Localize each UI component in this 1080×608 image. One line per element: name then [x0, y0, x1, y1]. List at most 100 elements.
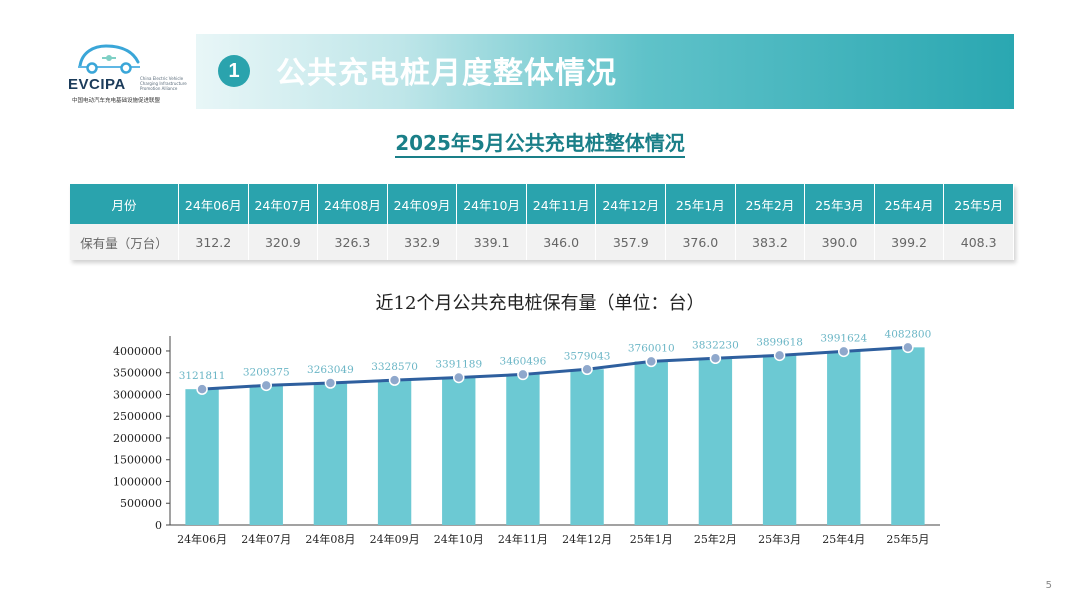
y-tick-label: 4000000: [113, 345, 162, 358]
table-cell: 326.3: [317, 224, 388, 260]
trend-point: [838, 345, 850, 358]
x-tick-label: 24年08月: [305, 532, 355, 546]
page-number: 5: [1045, 580, 1052, 591]
table-cell: 320.9: [248, 224, 319, 260]
table-cell: 312.2: [178, 224, 249, 260]
chart-bar: [762, 355, 797, 525]
table-cell: 346.0: [526, 224, 597, 260]
trend-point: [902, 341, 914, 354]
y-tick-label: 2000000: [113, 432, 162, 445]
x-tick-label: 25年2月: [694, 532, 737, 546]
data-label: 3832230: [692, 339, 739, 351]
page-title: 公共充电桩月度整体情况: [276, 56, 617, 91]
data-label: 3263049: [307, 364, 354, 376]
table-cell: 376.0: [665, 224, 736, 260]
chart-bar: [377, 380, 412, 525]
table-header-row: 月份 24年06月 24年07月 24年08月 24年09月 24年10月 24…: [70, 184, 1014, 224]
logo-brand: EVCIPA: [68, 76, 126, 93]
chart-bar: [313, 383, 348, 525]
data-label: 3328570: [371, 361, 418, 373]
x-tick-label: 24年12月: [562, 532, 612, 546]
logo-org-name: 中国电动汽车充电基础设施促进联盟: [72, 98, 161, 104]
trend-point: [645, 355, 657, 368]
table-month-header: 24年12月: [595, 184, 667, 224]
chart-bar: [249, 385, 283, 525]
data-label: 3760010: [628, 342, 675, 354]
chart-bar: [891, 347, 925, 525]
header-banner: [196, 34, 1014, 109]
chart-bar: [827, 351, 861, 525]
table-month-header: 24年06月: [178, 184, 249, 224]
chart-title: 近12个月公共充电桩保有量（单位：台）: [375, 293, 705, 314]
table-month-header: 25年3月: [804, 184, 875, 224]
table-month-header: 25年1月: [665, 184, 736, 224]
data-label: 3209375: [243, 366, 290, 378]
table-month-header: 24年08月: [317, 184, 388, 224]
data-label: 3991624: [820, 332, 867, 344]
trend-point: [517, 368, 529, 381]
x-tick-label: 25年1月: [630, 532, 673, 546]
data-label: 3460496: [500, 355, 547, 367]
table-month-header: 24年10月: [456, 184, 527, 224]
table-month-header: 24年09月: [387, 184, 458, 224]
y-tick-label: 0: [155, 519, 162, 532]
car-plug-logo-icon: [78, 44, 140, 74]
table-cell: 390.0: [804, 224, 875, 260]
trend-point: [773, 349, 786, 362]
trend-point: [388, 374, 401, 386]
x-tick-label: 25年4月: [822, 532, 865, 546]
trend-point: [196, 383, 208, 395]
table-row: 保有量（万台） 312.2 320.9 326.3 332.9 339.1 34…: [70, 224, 1014, 260]
data-label: 3391189: [435, 358, 482, 370]
x-tick-label: 24年10月: [434, 532, 484, 546]
data-label: 4082800: [885, 328, 932, 340]
logo-brand-subtext: China Electric Vehicle Charging Infrastr…: [140, 76, 187, 91]
table-cell: 399.2: [874, 224, 945, 260]
chart-bar: [506, 374, 540, 525]
x-tick-label: 24年11月: [498, 532, 548, 546]
x-tick-label: 25年3月: [758, 532, 801, 546]
table-month-header: 25年5月: [943, 184, 1014, 224]
table-value-label: 保有量（万台）: [70, 224, 179, 260]
evcipa-logo: EVCIPA China Electric Vehicle Charging I…: [68, 40, 198, 106]
chart-bar: [570, 369, 604, 525]
x-tick-label: 25年5月: [886, 532, 929, 546]
table-cell: 339.1: [456, 224, 527, 260]
section-subtitle: 2025年5月公共充电桩整体情况: [0, 127, 1080, 158]
chart-bar: [442, 377, 476, 525]
table-month-header: 25年4月: [874, 184, 945, 224]
chart-bar: [698, 358, 733, 525]
table-month-header: 24年07月: [248, 184, 319, 224]
section-number-badge: 1: [218, 55, 250, 87]
data-label: 3899618: [756, 336, 803, 348]
y-tick-label: 3000000: [113, 388, 162, 401]
x-tick-label: 24年06月: [177, 532, 227, 546]
table-cell: 408.3: [943, 224, 1014, 260]
table-month-header: 24年11月: [526, 184, 597, 224]
chart-bar: [634, 361, 668, 525]
table-cell: 357.9: [595, 224, 667, 260]
table-row-label: 月份: [70, 184, 179, 224]
y-tick-label: 1500000: [113, 454, 162, 467]
trend-point: [324, 377, 337, 389]
x-tick-label: 24年07月: [241, 532, 291, 546]
table-month-header: 25年2月: [735, 184, 806, 224]
trend-point: [453, 371, 465, 384]
y-tick-label: 3500000: [113, 367, 162, 380]
trend-line: [201, 345, 909, 391]
y-tick-label: 1000000: [113, 475, 162, 488]
trend-point: [709, 352, 722, 365]
table-cell: 332.9: [387, 224, 458, 260]
y-tick-label: 2500000: [113, 410, 162, 423]
section-subtitle-text: 2025年5月公共充电桩整体情况: [395, 131, 685, 158]
trend-point: [260, 379, 272, 392]
bar-line-chart: 0 500000 1000000 1500000 2000000 2500000 30000…: [113, 328, 940, 546]
data-label: 3579043: [564, 350, 611, 362]
data-label: 3121811: [179, 370, 226, 382]
summary-table: 月份 24年06月 24年07月 24年08月 24年09月 24年10月 24…: [70, 184, 1014, 260]
trend-point: [581, 363, 593, 376]
table-cell: 383.2: [735, 224, 806, 260]
chart-bar: [185, 389, 219, 525]
x-tick-label: 24年09月: [370, 532, 420, 546]
y-tick-label: 500000: [120, 497, 162, 510]
